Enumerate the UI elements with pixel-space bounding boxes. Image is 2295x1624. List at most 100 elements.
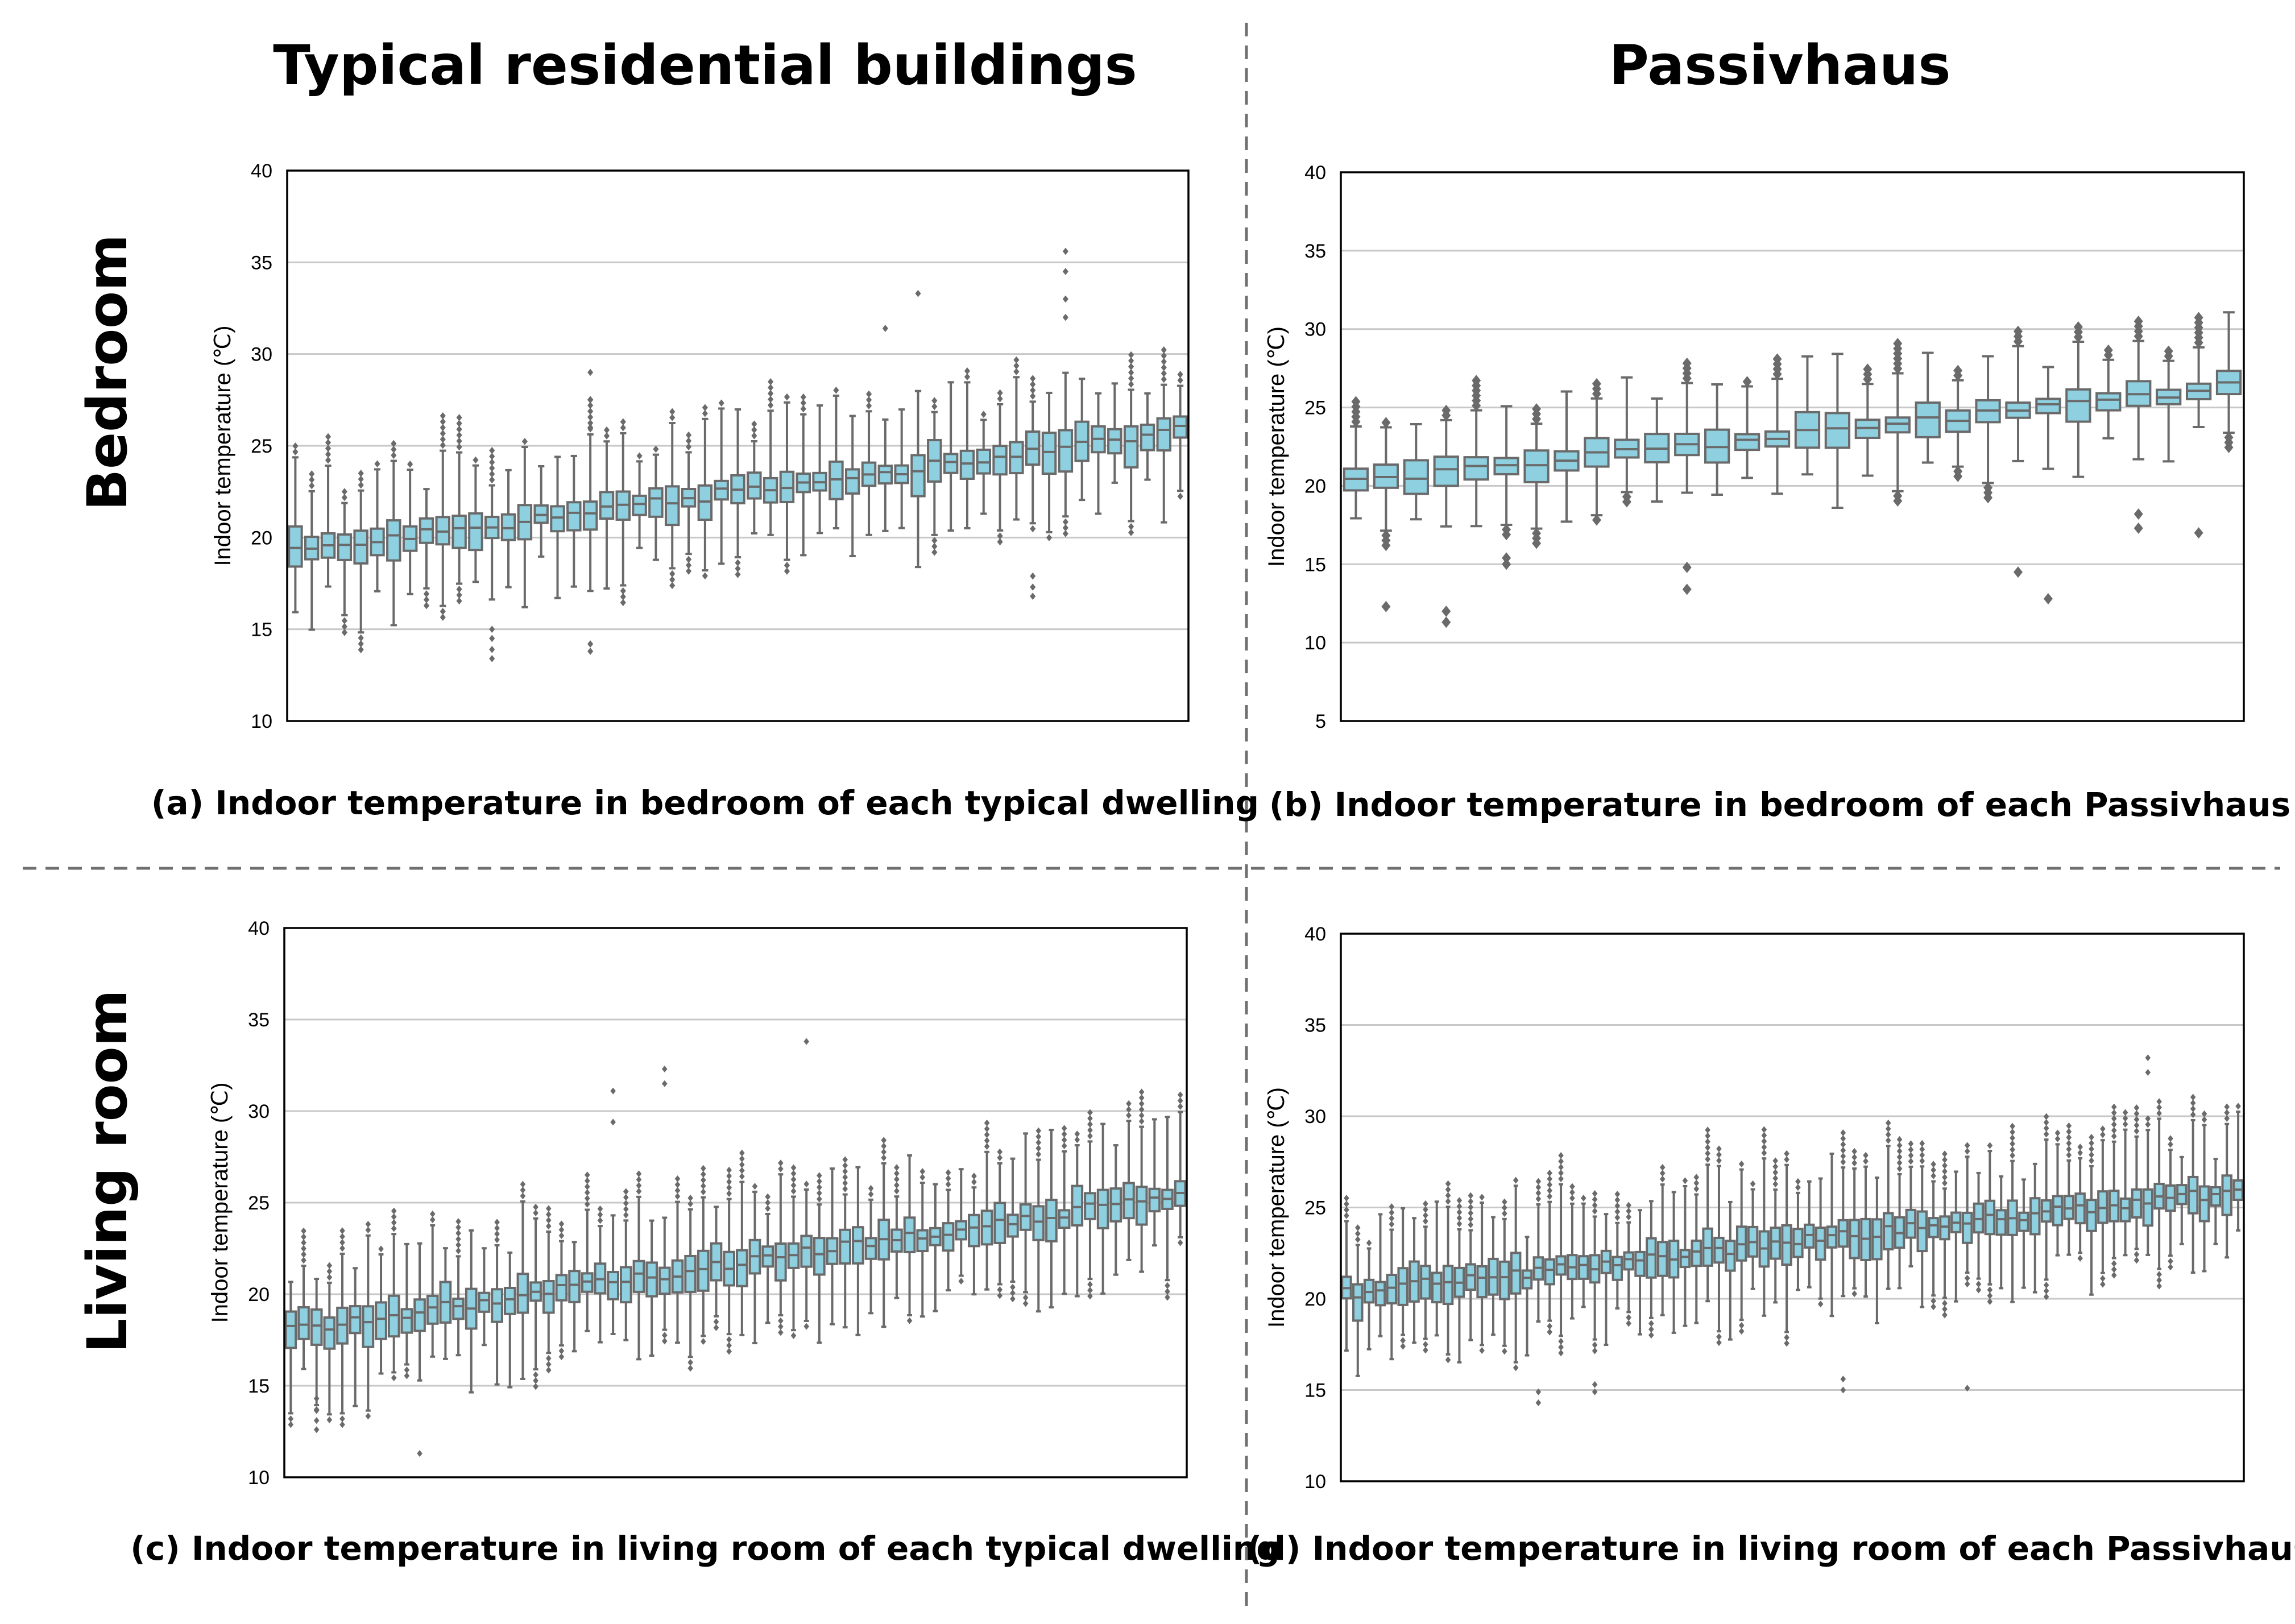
outlier-point [1423, 1200, 1428, 1207]
y-tick-label: 20 [251, 527, 272, 549]
outlier-point [1022, 1300, 1029, 1307]
outlier-point [558, 1220, 565, 1228]
outlier-point [1513, 1176, 1519, 1184]
box-iqr [1523, 449, 1550, 483]
outlier-point [584, 1189, 590, 1196]
box-iqr [1122, 1182, 1135, 1220]
box-iqr [2074, 1192, 2086, 1225]
outlier-point [404, 1366, 410, 1374]
outlier-point [1535, 1195, 1542, 1203]
outlier-point [2043, 1281, 2049, 1289]
outlier-point [636, 1170, 642, 1178]
outlier-point [718, 399, 724, 407]
box-iqr [1442, 1265, 1454, 1306]
outlier-point [739, 1173, 745, 1180]
outlier-point [2145, 1068, 2151, 1076]
box-58 [1019, 1132, 1032, 1307]
box-10 [1442, 1180, 1454, 1364]
outlier-point [1908, 1140, 1914, 1147]
box-42 [1804, 1180, 1815, 1289]
outlier-point [1389, 1220, 1395, 1228]
outlier-point [1558, 1169, 1564, 1176]
outlier-point [2156, 1282, 2162, 1290]
outlier-point [790, 1170, 797, 1177]
box-25 [681, 431, 697, 575]
outlier-point [1502, 1204, 1507, 1211]
outlier-point [584, 1171, 590, 1179]
outlier-point [1840, 1141, 1846, 1148]
box-26 [2095, 344, 2122, 440]
outlier-point [662, 1080, 668, 1087]
box-iqr [582, 500, 598, 531]
box-74 [2165, 1135, 2176, 1271]
box-67 [2086, 1134, 2097, 1296]
box-iqr [1770, 1227, 1781, 1260]
box-iqr [1041, 432, 1057, 475]
outlier-point [2010, 1128, 2015, 1136]
outlier-point [584, 1177, 590, 1184]
box-11 [1644, 397, 1670, 503]
outlier-point [1840, 1146, 1846, 1154]
outlier-point [520, 1192, 526, 1200]
box-50 [1894, 1136, 1905, 1290]
outlier-point [1087, 1287, 1093, 1294]
outlier-point [1908, 1158, 1914, 1165]
outlier-point [702, 572, 708, 580]
outlier-point [456, 585, 462, 593]
outlier-point [662, 1065, 668, 1072]
outlier-point [1030, 380, 1036, 388]
outlier-point [1784, 1334, 1789, 1341]
outlier-point [1761, 1132, 1767, 1139]
outlier-point [1456, 1208, 1463, 1216]
outlier-point [1614, 1214, 1621, 1221]
outlier-point [2111, 1121, 2117, 1128]
outlier-point [1502, 552, 1511, 564]
box-iqr [1465, 1263, 1477, 1291]
outlier-point [1177, 1091, 1183, 1099]
outlier-point [1035, 1150, 1042, 1158]
outlier-point [842, 1174, 848, 1181]
box-19 [582, 368, 598, 655]
y-tick-label: 30 [1304, 1106, 1326, 1128]
outlier-point [1942, 1299, 1948, 1307]
outlier-point [1772, 1175, 1779, 1182]
outlier-point [790, 1164, 797, 1171]
outlier-point [2134, 508, 2143, 520]
outlier-point [1468, 1192, 1474, 1199]
box-23 [568, 1241, 581, 1353]
outlier-point [1851, 1147, 1857, 1155]
box-75 [2176, 1155, 2188, 1245]
outlier-point [456, 437, 462, 445]
outlier-point [1580, 1194, 1586, 1202]
outlier-point [2156, 1109, 2162, 1117]
box-27 [2126, 315, 2152, 534]
outlier-point [784, 561, 790, 569]
box-54 [1156, 346, 1172, 524]
outlier-point [1738, 1161, 1745, 1168]
outlier-point [1456, 1214, 1463, 1221]
box-iqr [599, 491, 615, 520]
outlier-point [1931, 1166, 1936, 1174]
outlier-point [1942, 1311, 1948, 1319]
outlier-point [669, 413, 676, 421]
box-23 [648, 445, 664, 561]
outlier-point [1705, 1126, 1710, 1134]
outlier-point [1851, 1154, 1857, 1161]
outlier-point [358, 481, 364, 489]
box-2 [304, 470, 320, 631]
outlier-point [1138, 1100, 1145, 1107]
outlier-point [2201, 1116, 2207, 1123]
box-46 [1025, 375, 1041, 600]
outlier-point [1046, 534, 1053, 541]
box-7 [1409, 1217, 1420, 1344]
box-51 [929, 1183, 942, 1312]
outlier-point [1062, 247, 1068, 255]
chart-panel-c: 10 15 20 25 30 35 40 Indoor temperature (℃) [208, 918, 1188, 1489]
outlier-point [456, 431, 462, 439]
outlier-point [2134, 315, 2143, 327]
outlier-point [2145, 1054, 2151, 1062]
outlier-point [339, 1233, 345, 1240]
outlier-point [1592, 378, 1601, 390]
outlier-point [313, 1426, 320, 1434]
outlier-point [1441, 404, 1451, 416]
